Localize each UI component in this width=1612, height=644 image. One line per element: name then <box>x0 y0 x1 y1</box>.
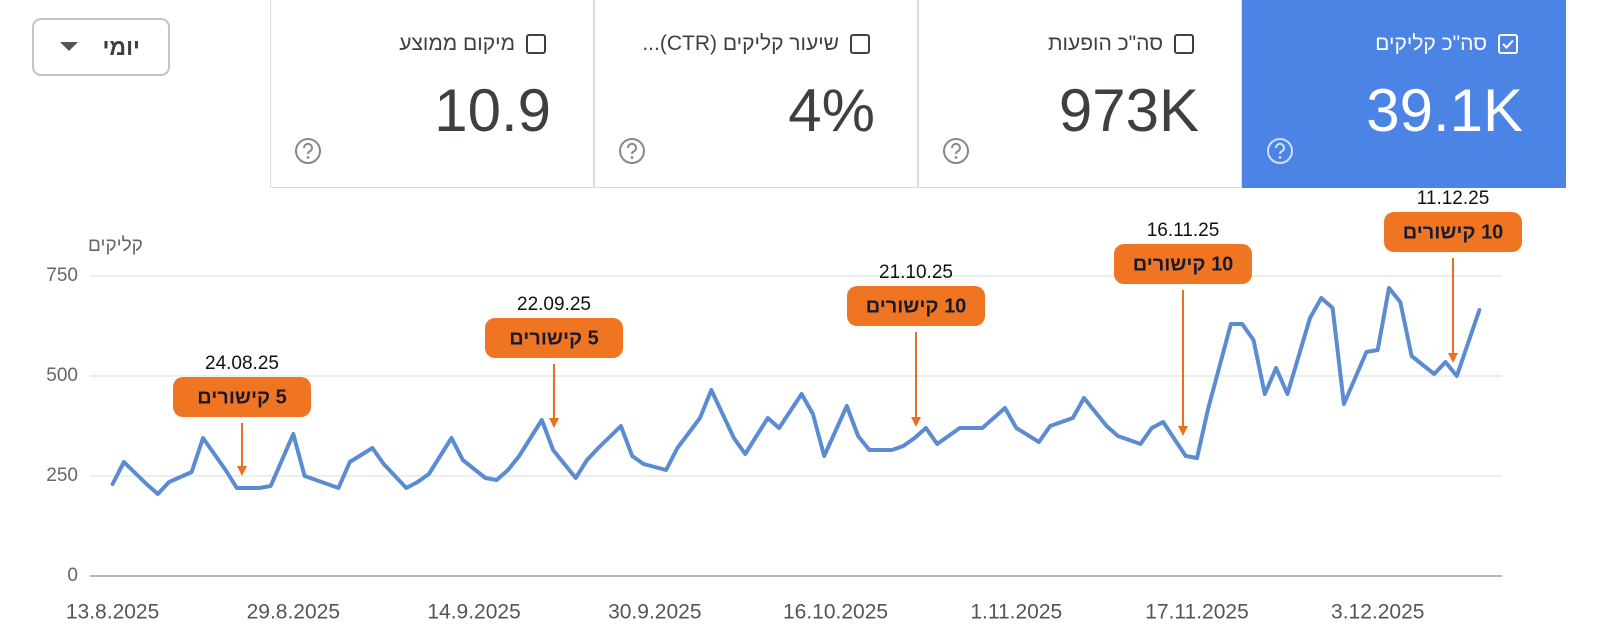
help-dot <box>1278 156 1282 159</box>
metric-label: שיעור קליקים (CTR)... <box>642 32 839 55</box>
annotation-box <box>1384 212 1522 252</box>
annotation-date: 11.12.25 <box>1417 188 1490 209</box>
x-tick-label: 16.10.2025 <box>783 601 888 624</box>
help-dot <box>306 156 310 159</box>
checkbox-box <box>850 34 870 54</box>
annotation-arrowhead <box>237 466 247 476</box>
help-circle <box>943 138 969 164</box>
period-dropdown[interactable]: יומי <box>32 18 170 76</box>
help-icon[interactable] <box>617 136 647 166</box>
metric-value: 10.9 <box>434 77 551 144</box>
metric-card[interactable]: סה"כ הופעות 973K <box>918 0 1242 188</box>
annotation-date: 24.08.25 <box>205 353 279 374</box>
help-icon[interactable] <box>941 136 971 166</box>
annotation-arrowhead <box>1448 353 1458 363</box>
y-tick-label: 500 <box>46 365 78 386</box>
help-glyph <box>303 142 313 155</box>
checkbox[interactable] <box>525 33 547 55</box>
checkbox-box <box>1174 34 1194 54</box>
annotation-date: 16.11.25 <box>1147 220 1220 241</box>
help-dot <box>630 156 634 159</box>
y-tick-label: 250 <box>46 465 78 486</box>
x-tick-label: 14.9.2025 <box>427 601 520 624</box>
x-tick-label: 29.8.2025 <box>247 601 340 624</box>
dropdown-arrow <box>60 42 78 51</box>
metric-value: 39.1K <box>1366 77 1523 144</box>
annotation-text: 5 קישורים <box>509 327 599 349</box>
checkbox[interactable] <box>849 33 871 55</box>
metric-value: 973K <box>1058 77 1199 144</box>
metric-card[interactable]: סה"כ קליקים 39.1K <box>1242 0 1566 188</box>
help-glyph <box>951 142 961 155</box>
y-axis-label: קליקים <box>88 235 143 256</box>
checkbox-box <box>1498 34 1518 54</box>
metric-label: סה"כ הופעות <box>1048 32 1163 55</box>
annotation-box <box>485 318 623 358</box>
x-tick-label: 30.9.2025 <box>608 601 701 624</box>
metric-card[interactable]: שיעור קליקים (CTR)... 4% <box>594 0 918 188</box>
annotation-date: 22.09.25 <box>517 294 591 315</box>
checkbox-box <box>526 34 546 54</box>
x-tick-label: 3.12.2025 <box>1331 601 1424 624</box>
y-tick-label: 0 <box>67 565 78 586</box>
checkbox[interactable] <box>1173 33 1195 55</box>
x-tick-label: 13.8.2025 <box>66 601 159 624</box>
help-circle <box>295 138 321 164</box>
annotation-date: 21.10.25 <box>879 262 953 283</box>
annotation-text: 10 קישורים <box>1133 253 1234 275</box>
help-glyph <box>1275 142 1285 155</box>
annotation-box <box>173 377 311 417</box>
metric-label: מיקום ממוצע <box>399 32 515 55</box>
help-glyph <box>627 142 637 155</box>
y-tick-label: 750 <box>46 265 78 286</box>
data-line <box>110 286 1482 496</box>
help-dot <box>954 156 958 159</box>
help-icon[interactable] <box>1265 136 1295 166</box>
metric-card[interactable]: מיקום ממוצע 10.9 <box>270 0 594 188</box>
metric-label: סה"כ קליקים <box>1375 32 1487 55</box>
x-tick-label: 1.11.2025 <box>970 601 1062 624</box>
period-label: יומי <box>102 33 140 60</box>
checkmark <box>1502 39 1514 49</box>
help-circle <box>1267 138 1293 164</box>
annotation-arrowhead <box>549 418 559 428</box>
x-tick-label: 17.11.2025 <box>1145 601 1249 624</box>
annotation-text: 10 קישורים <box>1403 221 1504 243</box>
checkbox[interactable] <box>1497 33 1519 55</box>
annotation-text: 5 קישורים <box>197 386 287 408</box>
annotation-box <box>847 286 985 326</box>
metric-cards: סה"כ קליקים 39.1K סה"כ הופעות 973K שיעור… <box>270 0 1566 188</box>
help-circle <box>619 138 645 164</box>
metric-value: 4% <box>788 77 875 144</box>
annotation-box <box>1114 244 1252 284</box>
annotation-arrowhead <box>1178 426 1188 436</box>
help-icon[interactable] <box>293 136 323 166</box>
annotation-text: 10 קישורים <box>866 295 967 317</box>
annotation-arrowhead <box>911 417 921 427</box>
